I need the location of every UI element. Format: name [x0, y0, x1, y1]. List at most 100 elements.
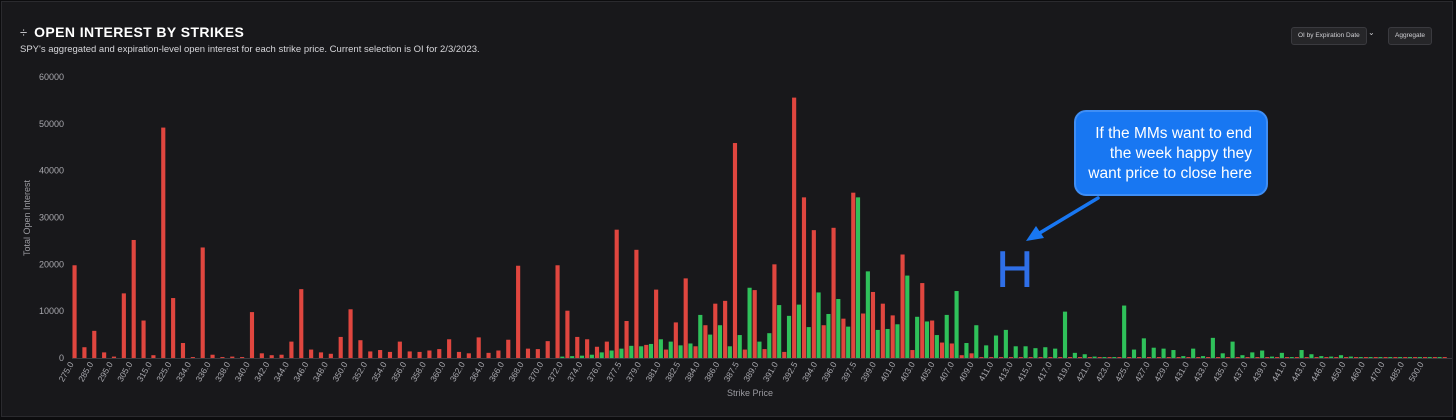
- put-oi-bar: [417, 351, 422, 358]
- put-oi-bar: [1284, 357, 1290, 358]
- put-oi-bar: [161, 127, 166, 358]
- call-oi-bar: [954, 291, 959, 358]
- put-oi-bar: [171, 298, 176, 358]
- put-oi-bar: [565, 310, 570, 358]
- put-oi-bar: [821, 325, 826, 358]
- put-oi-bar: [141, 320, 146, 358]
- x-tick-label: 427.0: [1133, 360, 1152, 384]
- x-tick-label: 425.0: [1113, 360, 1132, 384]
- put-oi-bar: [772, 264, 777, 358]
- put-oi-bar: [318, 352, 324, 358]
- put-oi-bar: [259, 353, 264, 358]
- x-tick-label: 348.0: [311, 360, 330, 384]
- put-oi-bar: [447, 339, 452, 358]
- put-oi-bar: [861, 313, 866, 358]
- x-tick-label: 500.0: [1406, 360, 1425, 384]
- put-oi-bar: [535, 349, 540, 358]
- put-oi-bar: [1324, 357, 1329, 358]
- call-oi-bar: [599, 352, 604, 358]
- x-tick-label: 429.0: [1152, 360, 1171, 384]
- call-oi-bar: [1279, 352, 1284, 358]
- x-tick-label: 315.0: [135, 360, 154, 384]
- call-oi-bar: [1122, 305, 1127, 358]
- x-tick-label: 381.0: [643, 360, 662, 384]
- call-oi-bar: [737, 335, 742, 358]
- put-oi-bar: [121, 293, 126, 358]
- put-oi-bar: [249, 312, 255, 358]
- put-oi-bar: [1403, 357, 1408, 358]
- x-tick-label: 358.0: [409, 360, 428, 384]
- put-oi-bar: [604, 341, 609, 358]
- put-oi-bar: [1314, 357, 1319, 358]
- x-tick-label: 389.0: [741, 360, 760, 384]
- call-oi-bar: [1407, 357, 1413, 358]
- put-oi-bar: [1235, 357, 1240, 358]
- put-oi-bar: [762, 349, 767, 358]
- call-oi-bar: [629, 345, 634, 358]
- put-oi-bar: [890, 315, 895, 358]
- put-oi-bar: [1363, 357, 1368, 358]
- put-oi-bar: [1087, 357, 1092, 358]
- call-oi-bar: [1151, 347, 1156, 358]
- call-oi-bar: [1003, 329, 1008, 358]
- put-oi-bar: [1186, 357, 1191, 358]
- call-oi-bar: [1191, 348, 1196, 358]
- x-tick-label: 403.0: [898, 360, 917, 384]
- x-tick-label: 417.0: [1035, 360, 1054, 384]
- y-tick-label: 50000: [39, 119, 64, 129]
- y-axis-label: Total Open Interest: [22, 179, 32, 256]
- x-tick-label: 391.0: [761, 360, 780, 384]
- put-oi-bar: [732, 143, 738, 358]
- x-tick-label: 439.0: [1250, 360, 1269, 384]
- call-oi-bar: [1053, 348, 1058, 358]
- call-oi-bar: [993, 335, 999, 358]
- call-oi-bar: [1072, 352, 1077, 358]
- annotation-arrow-line: [1036, 196, 1100, 236]
- put-oi-bar: [1206, 357, 1211, 358]
- oi-by-expiration-button[interactable]: OI by Expiration Date: [1291, 27, 1367, 45]
- call-oi-bar: [816, 292, 821, 358]
- call-oi-bar: [589, 354, 594, 358]
- put-oi-bar: [437, 349, 442, 358]
- put-oi-bar: [644, 344, 649, 358]
- call-oi-bar: [1013, 346, 1018, 358]
- annotation-line: want price to close here: [1088, 165, 1252, 182]
- put-oi-bar: [1344, 357, 1349, 358]
- call-oi-bar: [708, 334, 713, 358]
- x-tick-label: 376.0: [585, 360, 604, 384]
- drag-handle-icon[interactable]: ÷: [20, 24, 28, 40]
- call-oi-bar: [1082, 354, 1087, 358]
- x-tick-label: 275.0: [56, 360, 75, 384]
- chart-header: ÷ OPEN INTEREST BY STRIKES: [20, 24, 244, 40]
- call-oi-bar: [836, 298, 841, 358]
- y-tick-label: 40000: [39, 166, 64, 176]
- x-tick-label: 443.0: [1289, 360, 1308, 384]
- x-tick-label: 409.0: [956, 360, 975, 384]
- put-oi-bar: [1383, 357, 1388, 358]
- x-tick-label: 386.0: [702, 360, 721, 384]
- put-oi-bar: [1196, 357, 1201, 358]
- put-oi-bar: [969, 353, 974, 358]
- put-oi-bar: [851, 192, 856, 358]
- put-oi-bar: [1304, 357, 1309, 358]
- x-tick-label: 419.0: [1054, 360, 1073, 384]
- put-oi-bar: [1245, 357, 1250, 358]
- call-oi-bar: [826, 313, 831, 358]
- put-oi-bar: [279, 354, 284, 358]
- x-tick-label: 392.5: [780, 360, 799, 384]
- put-oi-bar: [92, 330, 97, 358]
- put-oi-bar: [1097, 357, 1102, 358]
- put-oi-bar: [1393, 357, 1398, 358]
- chevron-down-icon[interactable]: ⌄: [1368, 28, 1375, 37]
- put-oi-bar: [230, 356, 235, 358]
- x-tick-label: 401.0: [878, 360, 897, 384]
- aggregate-button[interactable]: Aggregate: [1388, 27, 1432, 45]
- put-oi-bar: [1077, 357, 1083, 358]
- x-tick-label: 387.5: [722, 360, 741, 384]
- call-oi-bar: [786, 315, 792, 358]
- x-tick-label: 362.0: [448, 360, 467, 384]
- x-tick-label: 411.0: [976, 360, 995, 383]
- put-oi-bar: [989, 357, 994, 358]
- put-oi-bar: [210, 354, 215, 358]
